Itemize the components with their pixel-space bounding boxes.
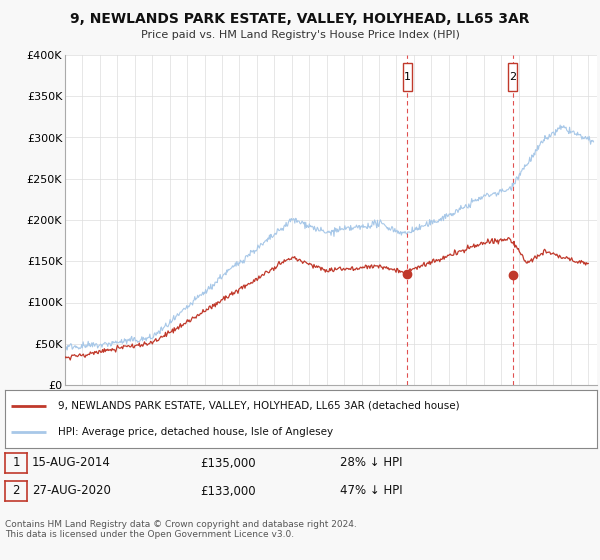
Text: 28% ↓ HPI: 28% ↓ HPI <box>340 456 403 469</box>
Text: Contains HM Land Registry data © Crown copyright and database right 2024.
This d: Contains HM Land Registry data © Crown c… <box>5 520 357 539</box>
Text: 1: 1 <box>12 456 20 469</box>
Text: Price paid vs. HM Land Registry's House Price Index (HPI): Price paid vs. HM Land Registry's House … <box>140 30 460 40</box>
Text: 27-AUG-2020: 27-AUG-2020 <box>32 484 111 497</box>
Text: 9, NEWLANDS PARK ESTATE, VALLEY, HOLYHEAD, LL65 3AR (detached house): 9, NEWLANDS PARK ESTATE, VALLEY, HOLYHEA… <box>58 400 460 410</box>
FancyBboxPatch shape <box>508 63 517 91</box>
Text: 2: 2 <box>509 72 516 82</box>
Text: 2: 2 <box>12 484 20 497</box>
Text: 15-AUG-2014: 15-AUG-2014 <box>32 456 111 469</box>
FancyBboxPatch shape <box>403 63 412 91</box>
Text: 9, NEWLANDS PARK ESTATE, VALLEY, HOLYHEAD, LL65 3AR: 9, NEWLANDS PARK ESTATE, VALLEY, HOLYHEA… <box>70 12 530 26</box>
Text: £135,000: £135,000 <box>200 456 256 469</box>
Text: £133,000: £133,000 <box>200 484 256 497</box>
Text: 1: 1 <box>404 72 411 82</box>
Text: HPI: Average price, detached house, Isle of Anglesey: HPI: Average price, detached house, Isle… <box>58 427 334 437</box>
Text: 47% ↓ HPI: 47% ↓ HPI <box>340 484 403 497</box>
